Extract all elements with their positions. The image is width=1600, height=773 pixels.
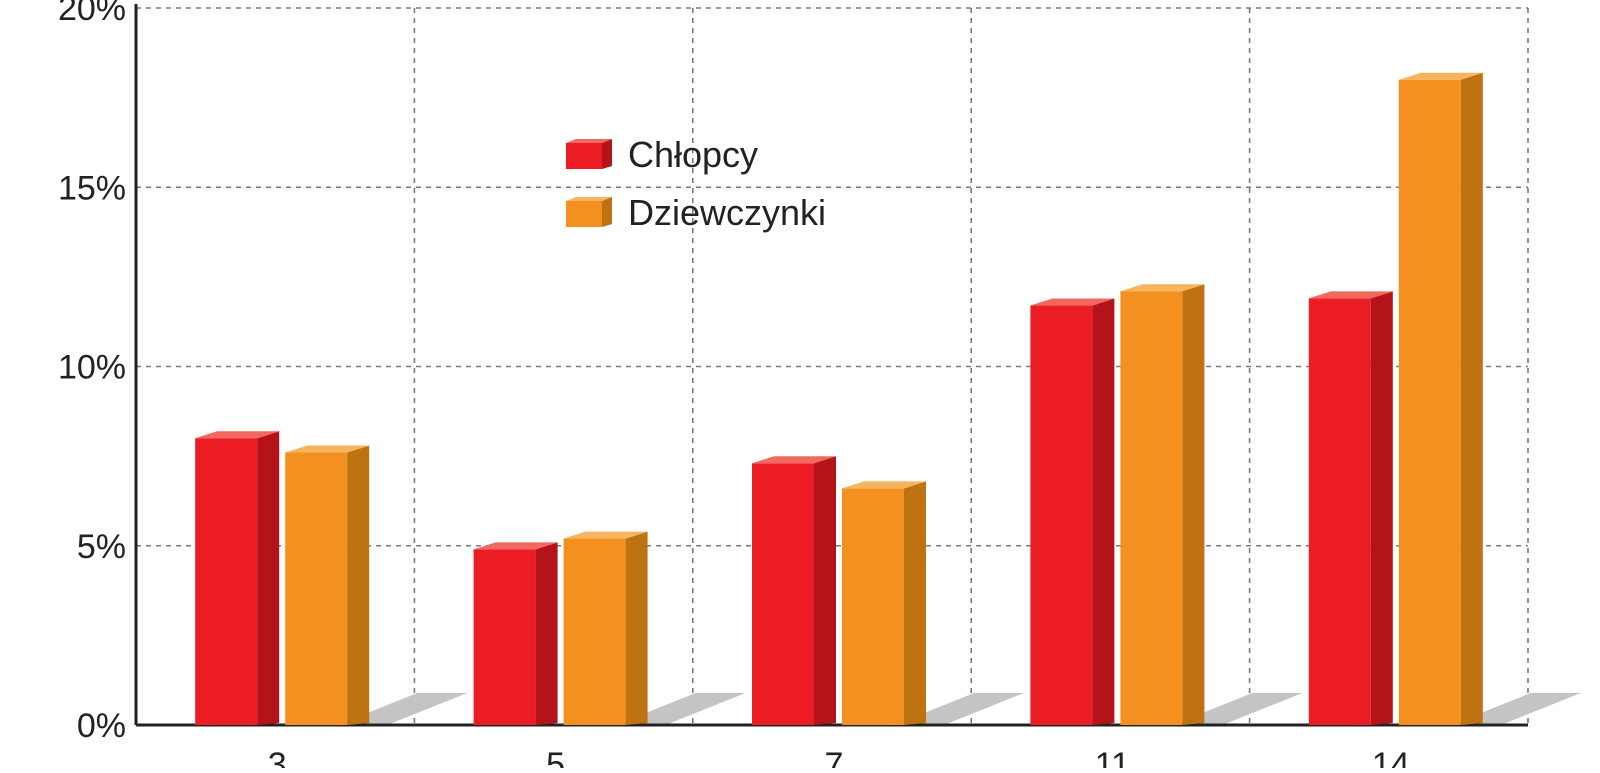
bar-front bbox=[195, 438, 258, 725]
y-tick-label: 20% bbox=[58, 0, 126, 28]
axis-layer bbox=[134, 4, 1528, 727]
legend-swatch bbox=[566, 201, 602, 227]
tick-layer: 0% 5% 10% 15% 20% 3 5 7 11 14 bbox=[58, 0, 1410, 773]
bar-top bbox=[195, 431, 280, 439]
bar-side bbox=[257, 431, 280, 725]
bar-front bbox=[1398, 79, 1461, 725]
bar bbox=[1308, 291, 1393, 725]
bar-top bbox=[752, 456, 836, 464]
bar-side bbox=[347, 445, 370, 725]
legend-swatch-side bbox=[602, 139, 612, 169]
legend-swatch-side bbox=[602, 197, 612, 227]
bar-top bbox=[563, 531, 648, 539]
legend: Chłopcy Dziewczynki bbox=[566, 134, 826, 233]
bar-top bbox=[1120, 284, 1205, 292]
bar-shadow bbox=[894, 693, 1024, 725]
bar-front bbox=[1030, 305, 1093, 725]
x-tick-label: 3 bbox=[268, 746, 287, 768]
legend-swatch-top bbox=[566, 197, 612, 201]
bar-top bbox=[842, 481, 926, 489]
bar-side bbox=[535, 542, 558, 725]
y-tick-label: 15% bbox=[58, 169, 126, 207]
bar-layer bbox=[195, 72, 1483, 725]
y-tick-label: 10% bbox=[58, 349, 126, 387]
bar-side bbox=[1370, 291, 1393, 725]
y-tick-label: 5% bbox=[77, 528, 126, 566]
bar bbox=[1030, 298, 1115, 725]
x-tick-label: 7 bbox=[825, 746, 844, 768]
legend-item: Dziewczynki bbox=[566, 192, 826, 233]
bar-top bbox=[473, 542, 558, 550]
bar bbox=[563, 531, 648, 725]
x-tick-label: 5 bbox=[546, 746, 565, 768]
legend-label: Chłopcy bbox=[628, 134, 758, 175]
legend-swatch bbox=[566, 143, 602, 169]
bar-side bbox=[625, 531, 648, 725]
bar-side bbox=[1182, 284, 1205, 725]
bar bbox=[1398, 72, 1483, 725]
legend-label: Dziewczynki bbox=[628, 192, 826, 233]
bar-top bbox=[1308, 291, 1393, 299]
shadow-layer bbox=[337, 693, 1581, 725]
bar-front bbox=[1120, 291, 1183, 725]
bar-shadow bbox=[1450, 693, 1581, 725]
bar-side bbox=[1460, 72, 1483, 725]
legend-swatch-top bbox=[566, 139, 612, 143]
bar-side bbox=[1092, 298, 1115, 725]
y-tick-label: 0% bbox=[77, 707, 126, 745]
bar-front bbox=[563, 538, 626, 725]
bar-top bbox=[1030, 298, 1115, 306]
bar bbox=[285, 445, 370, 725]
bar bbox=[195, 431, 280, 725]
bar bbox=[1120, 284, 1205, 725]
x-tick-label: 14 bbox=[1372, 746, 1410, 768]
bar-side bbox=[904, 481, 926, 725]
bar bbox=[842, 481, 926, 725]
bar-front bbox=[1308, 298, 1371, 725]
bar-front bbox=[473, 549, 536, 725]
legend-item: Chłopcy bbox=[566, 134, 758, 175]
bar-shadow bbox=[337, 693, 468, 725]
bar-shadow bbox=[1172, 693, 1303, 725]
bar-top bbox=[285, 445, 370, 453]
bar bbox=[752, 456, 836, 725]
bar-front bbox=[285, 452, 348, 725]
bar-shadow bbox=[615, 693, 746, 725]
bar-top bbox=[1398, 72, 1483, 80]
bar-front bbox=[842, 488, 904, 725]
bar-side bbox=[814, 456, 836, 725]
x-tick-label: 11 bbox=[1095, 746, 1130, 768]
bar-front bbox=[752, 463, 814, 725]
bar bbox=[473, 542, 558, 725]
